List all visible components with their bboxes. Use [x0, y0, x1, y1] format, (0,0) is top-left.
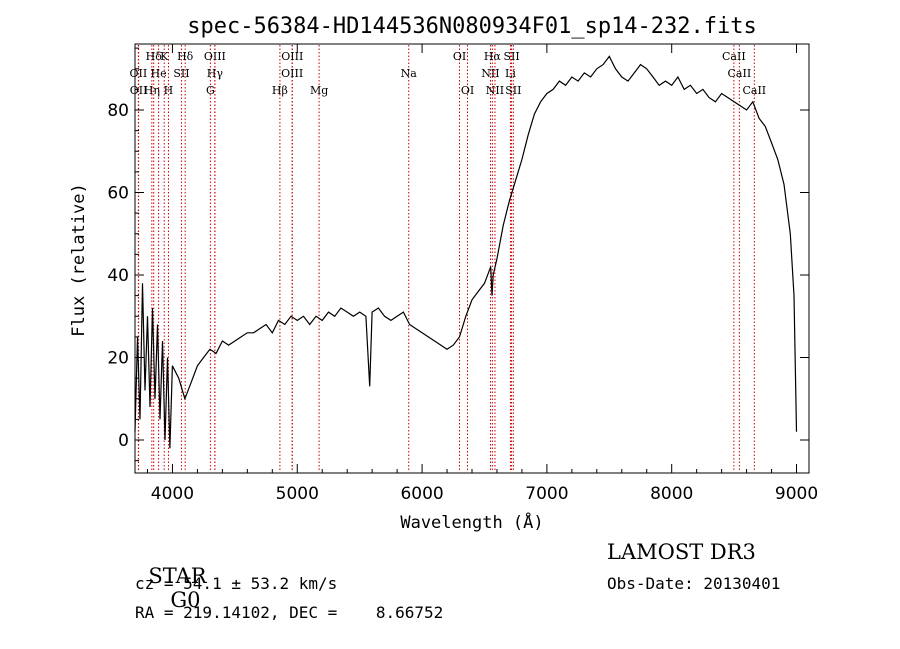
line-label: Na: [401, 67, 418, 80]
line-label: Hβ: [272, 84, 288, 97]
line-label: He: [151, 67, 167, 80]
survey-label: LAMOST DR3: [607, 540, 756, 564]
line-label: OII: [130, 84, 148, 97]
line-label: SII: [505, 84, 521, 97]
line-label: Hδ: [146, 50, 163, 63]
flux-series-line: [134, 55, 798, 449]
line-label: OI: [461, 84, 474, 97]
y-tick-label: 40: [107, 266, 129, 286]
chart-title: spec-56384-HD144536N080934F01_sp14-232.f…: [187, 14, 757, 39]
object-class: STAR G0: [135, 540, 207, 612]
y-axis: 0 20 40 60 80: [107, 47, 809, 462]
line-label: Hδ: [177, 50, 194, 63]
emission-line-markers: [137, 45, 755, 472]
class-label: STAR: [148, 564, 207, 588]
subclass-label: G0: [170, 588, 201, 612]
line-label: G: [206, 84, 215, 97]
x-tick-label: 7000: [525, 484, 568, 504]
y-tick-label: 80: [107, 101, 129, 121]
line-label: SII: [503, 50, 519, 63]
x-tick-label: 8000: [650, 484, 693, 504]
line-label: H: [164, 84, 174, 97]
plot-frame: [134, 43, 810, 474]
x-tick-label: 4000: [151, 484, 194, 504]
x-axis-label: Wavelength (Å): [400, 511, 543, 533]
line-label: Hα: [484, 50, 502, 63]
line-label: Hγ: [207, 67, 224, 80]
y-tick-label: 20: [107, 349, 129, 369]
line-label: SII: [173, 67, 189, 80]
line-label: Mg: [310, 84, 328, 97]
line-label: Li: [505, 67, 516, 80]
x-axis: 4000 5000 6000 7000 8000 9000: [146, 44, 818, 504]
line-label: CaII: [728, 67, 752, 80]
x-tick-label: 9000: [775, 484, 818, 504]
obs-date-text: Obs-Date: 20130401: [607, 574, 781, 593]
line-label: OIII: [281, 67, 303, 80]
line-label: K: [160, 50, 169, 63]
radec-text: RA = 219.14102, DEC = 8.66752: [135, 603, 444, 622]
line-label: NII: [486, 84, 504, 97]
y-tick-label: 60: [107, 184, 129, 204]
line-label: OII: [130, 67, 148, 80]
y-axis-label: Flux (relative): [69, 183, 89, 337]
x-tick-label: 6000: [400, 484, 443, 504]
line-label: OI: [453, 50, 466, 63]
line-label: OIII: [281, 50, 303, 63]
redshift-text: cz = 54.1 ± 53.2 km/s: [135, 574, 338, 593]
line-label: OIII: [204, 50, 226, 63]
line-label: Hη: [144, 84, 160, 97]
line-label: CaII: [742, 84, 766, 97]
x-tick-label: 5000: [276, 484, 319, 504]
line-label: CaII: [722, 50, 746, 63]
y-tick-label: 0: [118, 431, 129, 451]
line-label: NII: [481, 67, 499, 80]
